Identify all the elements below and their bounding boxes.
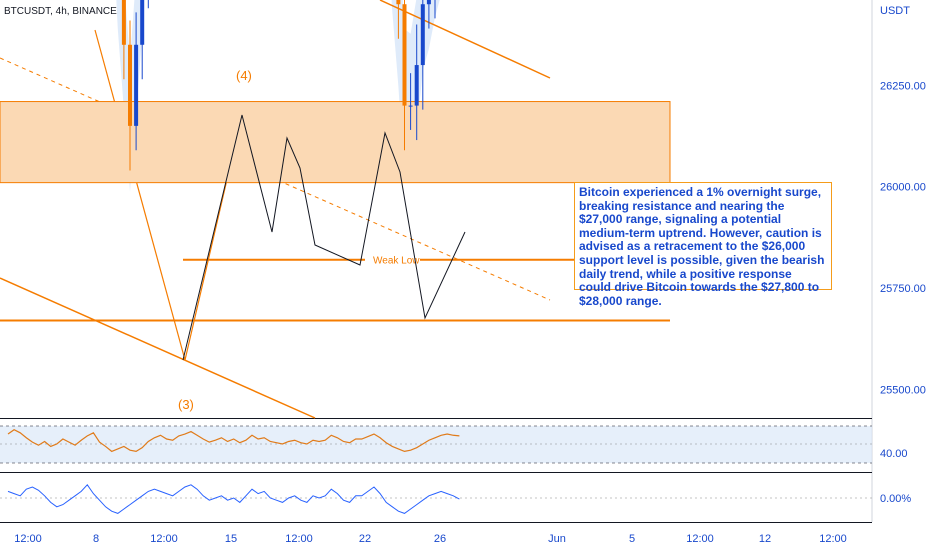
- oscillator-1-tick: 40.00: [880, 448, 908, 460]
- wave-pattern: [182, 114, 466, 361]
- axes: 28250.0028000.0027750.0027500.0027250.00…: [14, 80, 926, 545]
- symbol-title: BTCUSDT, 4h, BINANCE: [4, 6, 117, 17]
- time-tick-label: 12:00: [285, 533, 313, 545]
- wave-4-label: (4): [236, 68, 252, 83]
- oscillator-panes[interactable]: 40.00 0.00%: [0, 425, 911, 514]
- time-tick-label: 12: [759, 533, 771, 545]
- weak-low-label: Weak Low: [373, 256, 420, 267]
- time-tick-label: 5: [629, 533, 635, 545]
- time-tick-label: 8: [93, 533, 99, 545]
- time-tick-label: 26: [434, 533, 446, 545]
- price-tick-label: 26000.00: [880, 182, 926, 194]
- candle-body[interactable]: [134, 44, 139, 126]
- candlesticks[interactable]: [6, 0, 461, 171]
- upper-trendline: [379, 0, 551, 79]
- time-tick-label: 12:00: [686, 533, 714, 545]
- candle-body[interactable]: [121, 0, 126, 45]
- oscillator-2-tick: 0.00%: [880, 493, 911, 505]
- horizontal-levels[interactable]: 28,00027,80027,50027,200Weak Low: [0, 0, 872, 322]
- candle-body[interactable]: [140, 0, 145, 45]
- candle-body[interactable]: [426, 0, 431, 5]
- time-tick-label: 12:00: [819, 533, 847, 545]
- candle-body[interactable]: [408, 105, 413, 107]
- time-tick-label: 22: [359, 533, 371, 545]
- oscillator-band: [0, 426, 872, 463]
- candle-body[interactable]: [402, 4, 407, 106]
- candle-body[interactable]: [420, 4, 425, 66]
- price-tick-label: 25750.00: [880, 283, 926, 295]
- chart-labels: USDT (4) (3): [178, 5, 910, 412]
- candle-body[interactable]: [414, 65, 419, 106]
- descending-trendline: [0, 277, 316, 419]
- currency-label: USDT: [880, 5, 910, 17]
- price-tick-label: 26250.00: [880, 80, 926, 92]
- time-tick-label: 12:00: [150, 533, 178, 545]
- wave-leg-line: [94, 29, 186, 361]
- time-tick-label: 12:00: [14, 533, 42, 545]
- price-tick-label: 25500.00: [880, 384, 926, 396]
- time-tick-label: Jun: [548, 533, 566, 545]
- support-zone[interactable]: [0, 101, 671, 184]
- analysis-note: Bitcoin experienced a 1% overnight surge…: [574, 182, 832, 308]
- oscillator-2-line[interactable]: [7, 484, 460, 514]
- elliott-wave-zigzag: [182, 114, 466, 361]
- candle-body[interactable]: [396, 0, 401, 5]
- candle-body[interactable]: [128, 44, 132, 126]
- wave-3-label: (3): [178, 397, 194, 412]
- time-tick-label: 15: [225, 533, 237, 545]
- oscillator-1-line[interactable]: [7, 429, 460, 453]
